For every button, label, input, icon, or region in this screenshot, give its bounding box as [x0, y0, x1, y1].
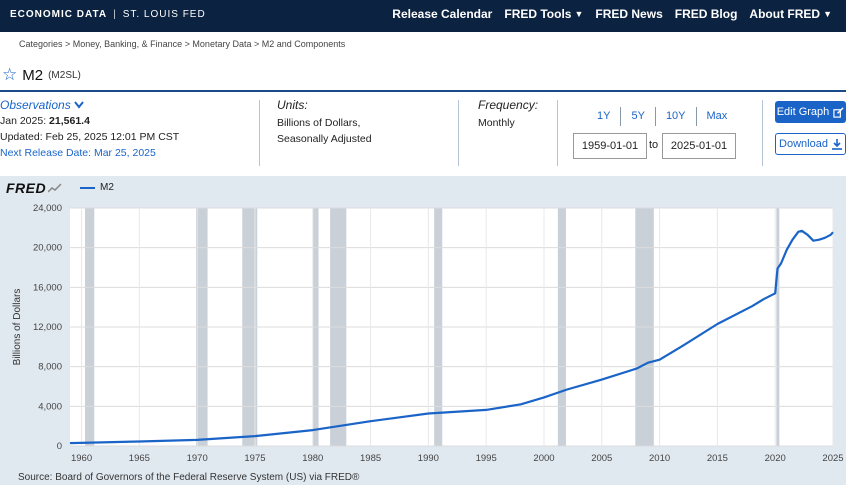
- download-icon: [831, 138, 842, 150]
- chevron-down-icon: ▼: [823, 9, 832, 19]
- brand-org: ST. LOUIS FED: [122, 9, 206, 20]
- units-panel: Units: Billions of Dollars, Seasonally A…: [277, 97, 372, 147]
- start-date-input[interactable]: 1959-01-01: [573, 133, 647, 159]
- download-label: Download: [779, 138, 828, 150]
- divider: [458, 100, 459, 166]
- x-tick-label: 1965: [129, 453, 150, 464]
- range-selector: 1Y 5Y 10Y Max: [587, 107, 737, 126]
- x-tick-label: 1970: [187, 453, 208, 464]
- top-nav-bar: ECONOMIC DATA | ST. LOUIS FED Release Cale…: [0, 0, 846, 32]
- y-tick-label: 4,000: [38, 401, 62, 412]
- range-10y-button[interactable]: 10Y: [656, 107, 697, 126]
- title-divider: [0, 90, 846, 92]
- fred-logo[interactable]: FRED: [6, 180, 62, 196]
- divider: [259, 100, 260, 166]
- y-tick-label: 8,000: [38, 362, 62, 373]
- y-axis-label: Billions of Dollars: [12, 289, 23, 366]
- brand-separator: |: [113, 9, 117, 20]
- y-tick-label: 24,000: [33, 203, 62, 214]
- main-nav: Release Calendar FRED Tools ▼ FRED News F…: [392, 7, 832, 21]
- download-button[interactable]: Download: [775, 133, 846, 155]
- next-release-link[interactable]: Next Release Date: Mar 25, 2025: [0, 147, 156, 159]
- nav-release-calendar[interactable]: Release Calendar: [392, 7, 492, 21]
- source-note: Source: Board of Governors of the Federa…: [18, 472, 360, 483]
- brand[interactable]: ECONOMIC DATA | ST. LOUIS FED: [10, 9, 206, 20]
- observations-panel: Observations Jan 2025: 21,561.4 Updated:…: [0, 97, 179, 161]
- y-tick-label: 16,000: [33, 282, 62, 293]
- series-title-bar: ☆ M2 (M2SL): [0, 62, 81, 88]
- nav-label: About FRED: [749, 7, 821, 21]
- observations-label: Observations: [0, 98, 71, 112]
- nav-label: FRED News: [595, 7, 663, 21]
- nav-fred-blog[interactable]: FRED Blog: [675, 7, 738, 21]
- m2-line-chart[interactable]: 0 4,000 8,000 12,000 16,000 20,000 24,000 1960 1…: [0, 196, 846, 472]
- x-tick-label: 2015: [707, 453, 728, 464]
- divider: [762, 100, 763, 166]
- x-tick-label: 2020: [765, 453, 786, 464]
- x-tick-label: 1985: [360, 453, 381, 464]
- frequency-label: Frequency:: [478, 98, 539, 112]
- chart-legend: M2: [80, 182, 114, 193]
- range-max-button[interactable]: Max: [706, 110, 728, 122]
- fred-logo-text: FRED: [6, 180, 47, 196]
- x-tick-label: 1960: [71, 453, 92, 464]
- range-5y-button[interactable]: 5Y: [621, 107, 656, 126]
- updated-date: Updated: Feb 25, 2025 12:01 PM CST: [0, 131, 180, 143]
- observations-dropdown[interactable]: Observations: [0, 97, 179, 113]
- frequency-panel: Frequency: Monthly: [478, 97, 538, 131]
- x-tick-label: 2005: [591, 453, 612, 464]
- nav-fred-tools[interactable]: FRED Tools ▼: [504, 7, 583, 21]
- chart-logo-icon: [47, 183, 62, 193]
- series-id: (M2SL): [48, 69, 81, 81]
- star-icon[interactable]: ☆: [2, 65, 18, 84]
- nav-about-fred[interactable]: About FRED ▼: [749, 7, 832, 21]
- nav-label: Release Calendar: [392, 7, 493, 21]
- divider: [557, 100, 558, 166]
- y-tick-label: 0: [57, 441, 62, 452]
- latest-observation: Jan 2025: 21,561.4: [0, 113, 179, 129]
- range-1y-button[interactable]: 1Y: [587, 107, 622, 126]
- latest-value: 21,561.4: [49, 115, 90, 127]
- legend-swatch: [80, 186, 95, 189]
- y-tick-label: 12,000: [33, 322, 62, 333]
- chevron-down-icon: [73, 101, 84, 109]
- series-line-m2: [69, 229, 834, 445]
- nav-fred-news[interactable]: FRED News: [595, 7, 662, 21]
- brand-name: ECONOMIC DATA: [10, 9, 108, 20]
- x-tick-label: 1995: [476, 453, 497, 464]
- end-date-input[interactable]: 2025-01-01: [662, 133, 736, 159]
- x-tick-label: 1990: [418, 453, 439, 464]
- x-tick-label: 1975: [244, 453, 265, 464]
- x-tick-label: 2000: [533, 453, 554, 464]
- latest-date: Jan 2025:: [0, 115, 47, 127]
- x-tick-label: 1980: [302, 453, 323, 464]
- nav-label: FRED Tools: [504, 7, 572, 21]
- x-tick-label: 2010: [649, 453, 670, 464]
- y-tick-label: 20,000: [33, 243, 62, 254]
- page-title: M2: [22, 66, 44, 84]
- breadcrumb[interactable]: Categories > Money, Banking, & Finance >…: [19, 39, 346, 49]
- edit-graph-label: Edit Graph: [776, 106, 830, 118]
- units-label: Units:: [277, 98, 308, 112]
- x-tick-label: 2025: [822, 453, 843, 464]
- edit-graph-button[interactable]: Edit Graph: [775, 101, 846, 123]
- chevron-down-icon: ▼: [574, 9, 584, 19]
- units-line1: Billions of Dollars,: [277, 117, 361, 129]
- nav-label: FRED Blog: [674, 7, 738, 21]
- frequency-value: Monthly: [478, 117, 515, 129]
- edit-icon: [833, 106, 844, 118]
- units-line2: Seasonally Adjusted: [277, 133, 372, 145]
- date-range-to: to: [649, 139, 659, 151]
- legend-series-name: M2: [100, 182, 114, 193]
